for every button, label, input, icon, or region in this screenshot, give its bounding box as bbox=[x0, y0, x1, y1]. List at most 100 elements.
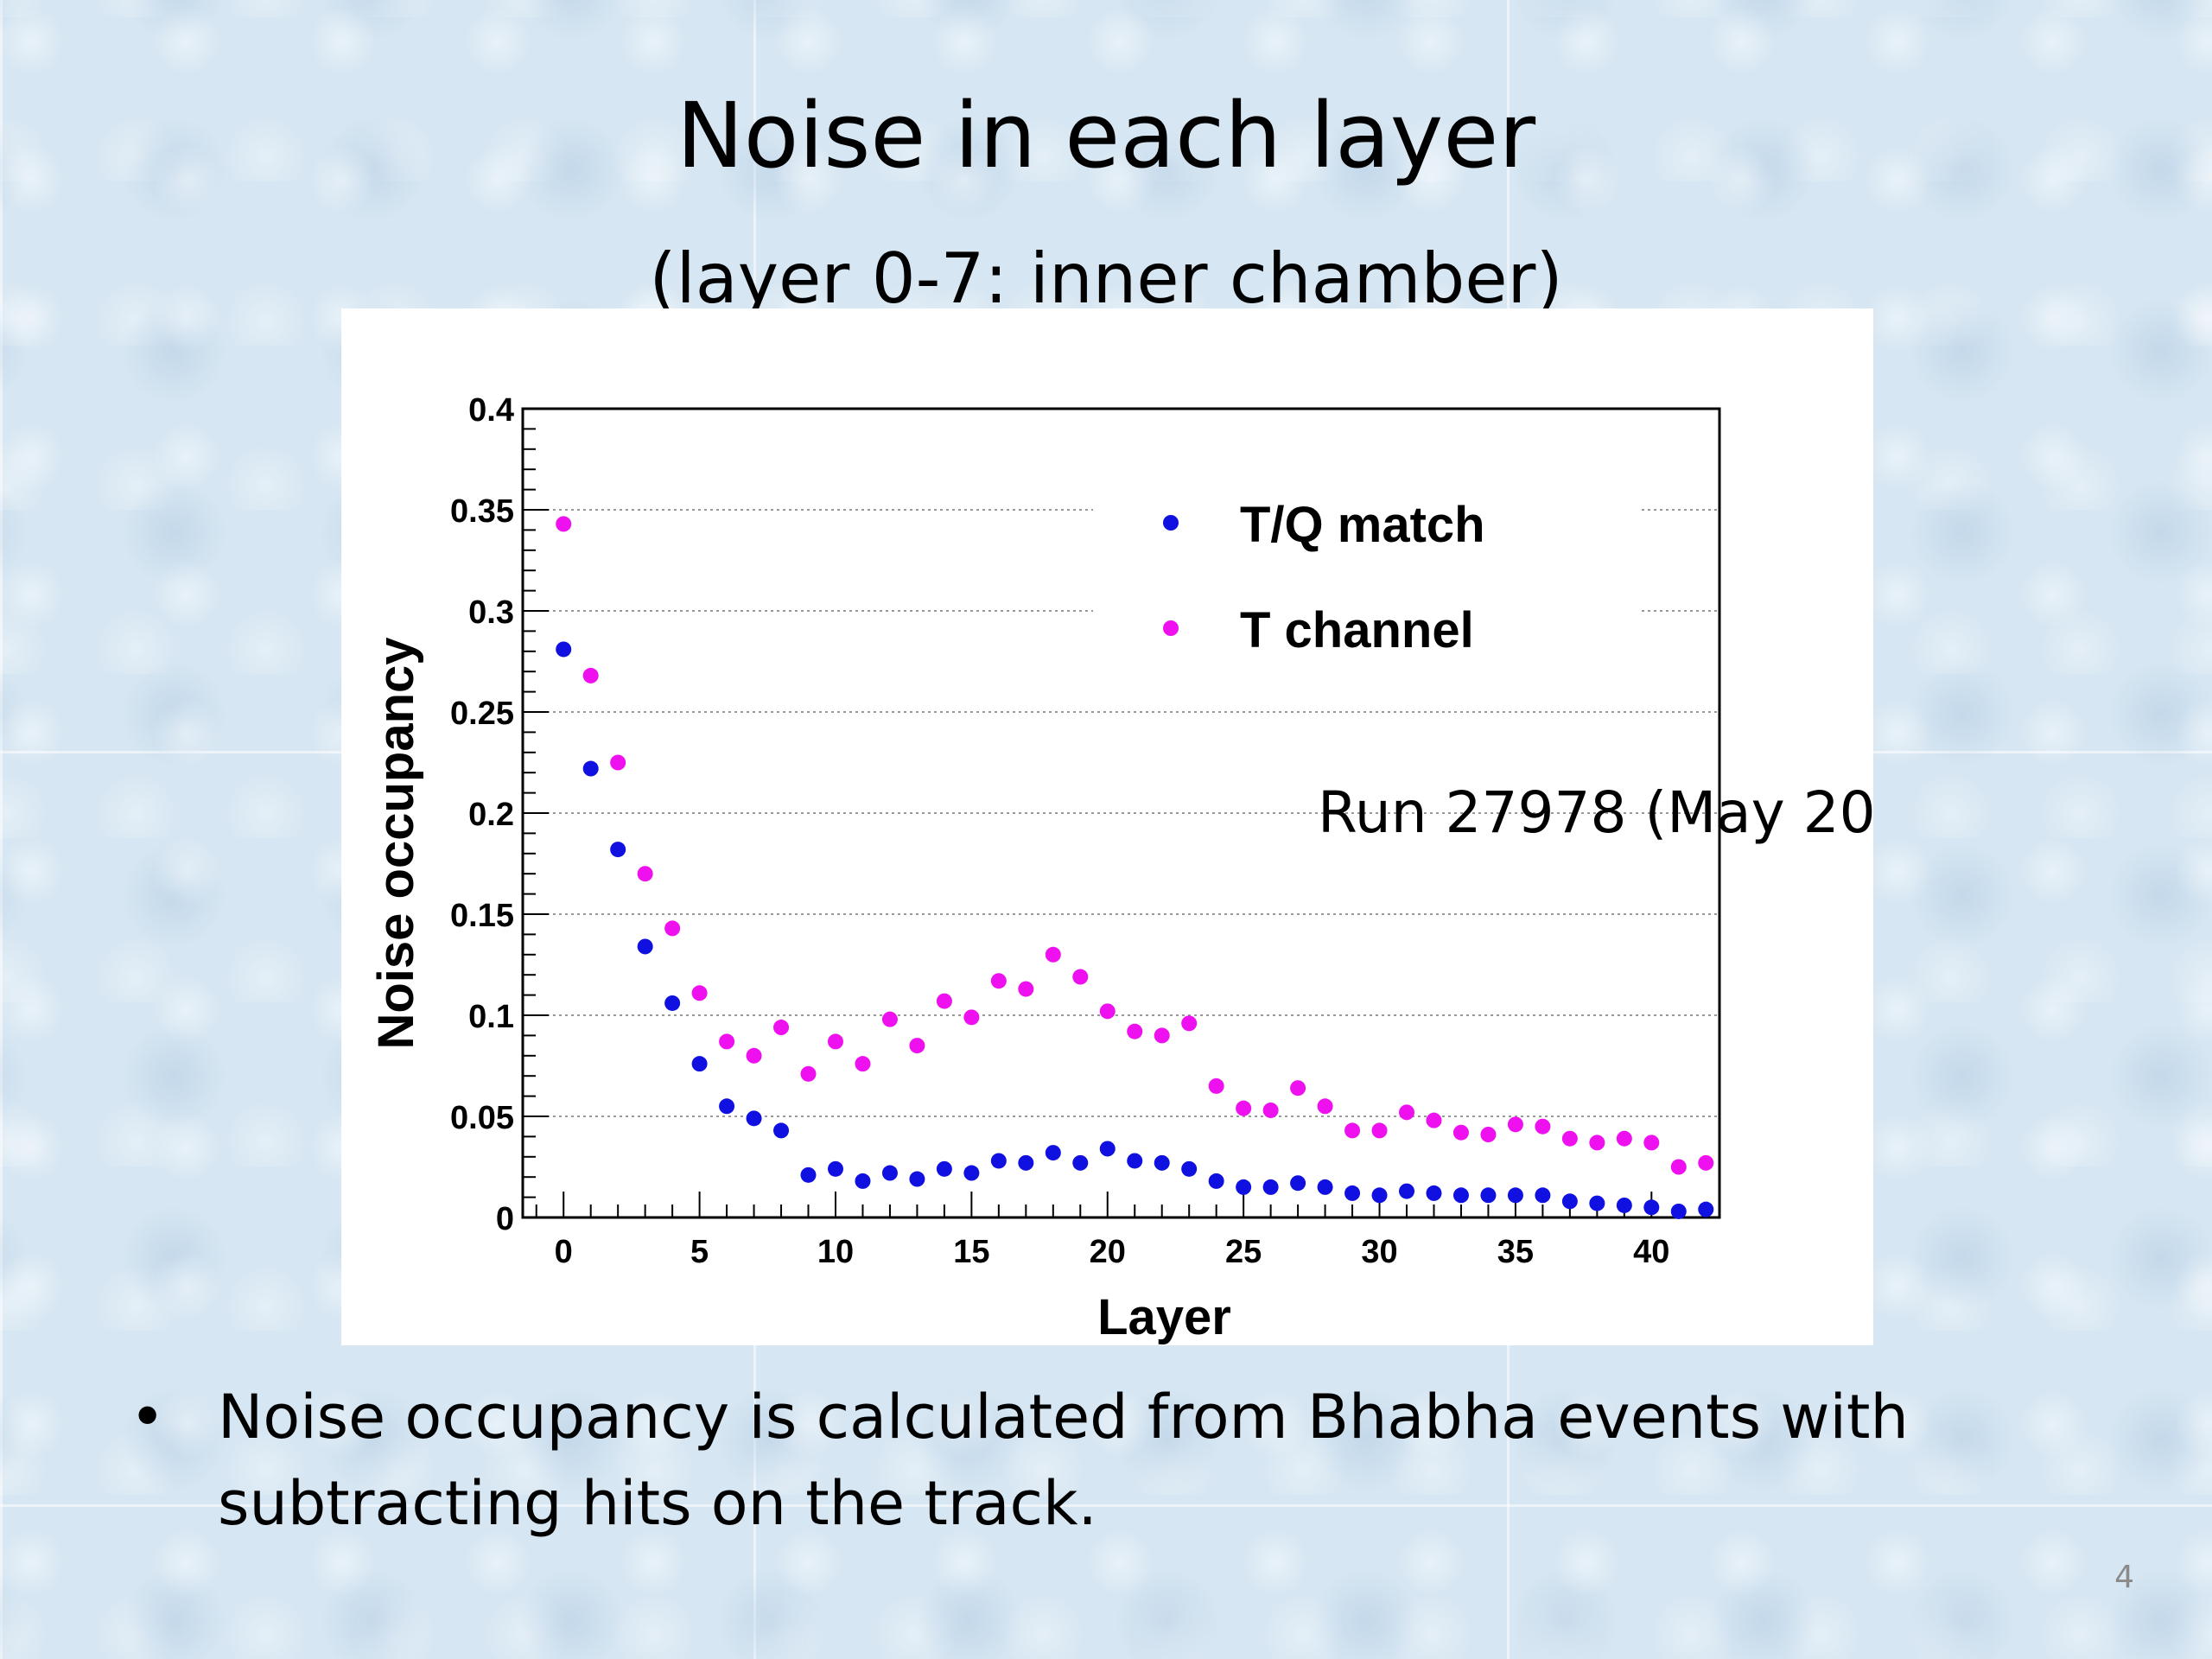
data-point bbox=[664, 995, 681, 1011]
axes: 0 0.05 0.1 0.15 0.2 0.25 0.3 0.35 0.4 0 5 10 15 20 25 3… bbox=[450, 392, 1721, 1270]
run-annotation: Run 27978 (May 2012) bbox=[1318, 779, 1873, 846]
data-point bbox=[963, 1165, 980, 1181]
y-tick-label: 0.15 bbox=[450, 898, 514, 934]
data-point bbox=[1480, 1187, 1497, 1204]
data-point bbox=[582, 667, 599, 683]
data-point bbox=[827, 1160, 843, 1177]
data-point bbox=[1480, 1127, 1497, 1143]
data-point bbox=[963, 1009, 980, 1026]
data-point bbox=[909, 1171, 925, 1187]
data-point bbox=[1344, 1122, 1361, 1139]
x-tick-label: 0 bbox=[555, 1234, 573, 1270]
legend-marker bbox=[1163, 620, 1179, 636]
y-tick-label: 0.1 bbox=[468, 999, 514, 1035]
data-point bbox=[637, 866, 653, 882]
data-point bbox=[1236, 1100, 1252, 1116]
data-point bbox=[1643, 1199, 1660, 1216]
data-point bbox=[610, 842, 626, 858]
data-point bbox=[1561, 1193, 1578, 1210]
legend-marker bbox=[1163, 515, 1179, 531]
data-point bbox=[746, 1110, 762, 1127]
data-point bbox=[1099, 1003, 1116, 1020]
data-point bbox=[1535, 1187, 1551, 1204]
x-tick-label: 15 bbox=[953, 1234, 989, 1270]
data-point bbox=[855, 1173, 871, 1189]
data-point bbox=[1072, 969, 1089, 985]
x-tick-label: 30 bbox=[1361, 1234, 1397, 1270]
data-point bbox=[1045, 1145, 1061, 1161]
y-axis-label: Noise occupancy bbox=[368, 637, 424, 1049]
x-tick-label: 35 bbox=[1497, 1234, 1534, 1270]
bullet-marker: • bbox=[130, 1382, 166, 1452]
data-point bbox=[1589, 1195, 1605, 1211]
data-point bbox=[1290, 1080, 1306, 1096]
data-point bbox=[1399, 1104, 1415, 1121]
bullet-text: Noise occupancy is calculated from Bhabh… bbox=[218, 1382, 1909, 1539]
page-number: 4 bbox=[2114, 1560, 2134, 1595]
data-point bbox=[827, 1033, 843, 1050]
data-point bbox=[1262, 1179, 1279, 1195]
noise-occupancy-chart: 0 0.05 0.1 0.15 0.2 0.25 0.3 0.35 0.4 0 5 10 15 20 25 3… bbox=[368, 392, 1873, 1345]
data-point bbox=[556, 516, 572, 532]
data-point bbox=[664, 920, 681, 937]
data-point bbox=[1181, 1160, 1198, 1177]
data-point bbox=[1099, 1141, 1116, 1157]
legend-label: T/Q match bbox=[1240, 497, 1485, 553]
data-point bbox=[881, 1011, 898, 1027]
data-point bbox=[637, 938, 653, 955]
data-point bbox=[1317, 1098, 1333, 1115]
data-point bbox=[1561, 1130, 1578, 1147]
x-tick-label: 10 bbox=[817, 1234, 854, 1270]
data-point bbox=[582, 760, 599, 777]
data-point bbox=[1616, 1197, 1632, 1213]
data-point bbox=[1643, 1135, 1660, 1151]
data-point bbox=[909, 1038, 925, 1054]
data-point bbox=[1344, 1185, 1361, 1201]
data-point bbox=[1236, 1179, 1252, 1195]
data-point bbox=[1507, 1187, 1523, 1204]
x-tick-label: 5 bbox=[690, 1234, 709, 1270]
data-point bbox=[1371, 1122, 1388, 1139]
x-tick-label: 20 bbox=[1090, 1234, 1126, 1270]
x-tick-label: 40 bbox=[1633, 1234, 1669, 1270]
data-point bbox=[881, 1165, 898, 1181]
data-point bbox=[1127, 1023, 1143, 1039]
data-point bbox=[1452, 1124, 1469, 1141]
data-point bbox=[773, 1122, 790, 1139]
data-point bbox=[610, 754, 626, 771]
data-point bbox=[1670, 1159, 1687, 1175]
slide-title: Noise in each layer bbox=[676, 83, 1536, 188]
data-point bbox=[800, 1065, 817, 1082]
data-point bbox=[936, 1160, 952, 1177]
data-point bbox=[1698, 1154, 1714, 1171]
data-point bbox=[1698, 1201, 1714, 1217]
data-point bbox=[1208, 1077, 1224, 1094]
x-axis-label: Layer bbox=[1097, 1289, 1231, 1345]
data-point bbox=[1290, 1175, 1306, 1192]
y-tick-label: 0.4 bbox=[468, 392, 514, 429]
data-point bbox=[1127, 1153, 1143, 1169]
data-point bbox=[1072, 1154, 1089, 1171]
data-point bbox=[1181, 1015, 1198, 1032]
data-point bbox=[773, 1020, 790, 1036]
data-point bbox=[1399, 1183, 1415, 1199]
data-points bbox=[556, 516, 1714, 1219]
slide-subtitle: (layer 0-7: inner chamber) bbox=[649, 238, 1563, 319]
data-point bbox=[1208, 1173, 1224, 1189]
data-point bbox=[855, 1056, 871, 1072]
y-tick-label: 0.05 bbox=[450, 1100, 514, 1136]
y-tick-label: 0.2 bbox=[468, 797, 514, 833]
data-point bbox=[1018, 981, 1034, 997]
y-tick-label: 0 bbox=[496, 1201, 514, 1237]
data-point bbox=[1371, 1187, 1388, 1204]
data-point bbox=[719, 1033, 735, 1050]
data-point bbox=[1452, 1187, 1469, 1204]
data-point bbox=[1616, 1130, 1632, 1147]
grid-lines bbox=[523, 509, 1719, 1117]
plot-panel: 0 0.05 0.1 0.15 0.2 0.25 0.3 0.35 0.4 0 5 10 15 20 25 3… bbox=[341, 308, 1873, 1345]
data-point bbox=[1018, 1154, 1034, 1171]
data-point bbox=[691, 985, 708, 1001]
legend: T/Q match T channel bbox=[1163, 497, 1485, 658]
data-point bbox=[1670, 1203, 1687, 1219]
data-point bbox=[1535, 1118, 1551, 1135]
